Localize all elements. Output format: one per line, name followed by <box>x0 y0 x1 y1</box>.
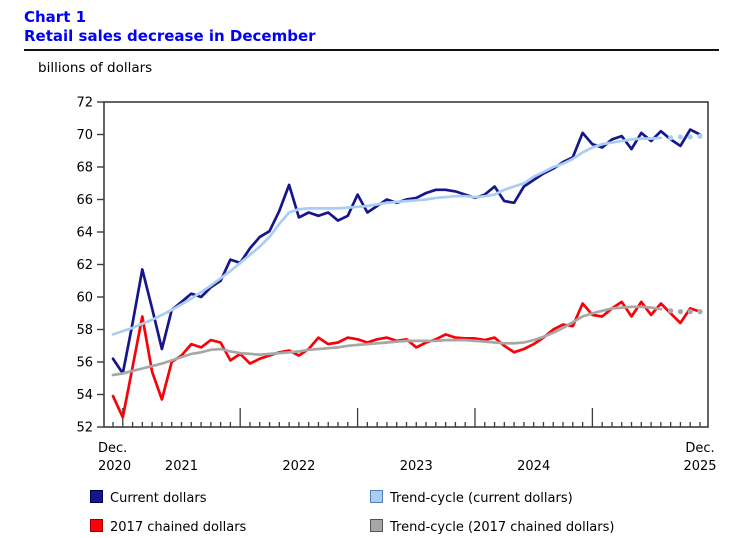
axis-tick-label: 66 <box>76 193 93 208</box>
axis-tick-label: 2024 <box>517 459 550 474</box>
plot-border <box>103 101 709 428</box>
legend-swatch-trend-chained <box>370 519 383 532</box>
axis-tick-label: Dec. <box>685 441 714 456</box>
series-trend-chained-line-dot <box>697 309 703 315</box>
series-trend-current-line-dot <box>697 133 703 139</box>
series-trend-chained-line-dot <box>687 309 693 315</box>
axis-tick-label: 56 <box>76 356 93 371</box>
series-trend-current-line <box>111 136 663 336</box>
axis-tick-label: 54 <box>76 388 93 403</box>
line-chart-plot: 52 54 56 58 60 62 64 66 68 70 72 Dec. 2020 2021 2022 20… <box>76 96 716 475</box>
axis-tick-label: 2025 <box>683 459 716 474</box>
series-trend-current-line-dot <box>677 134 684 140</box>
axis-tick-label: 52 <box>76 421 93 436</box>
title-divider <box>24 49 719 51</box>
legend-label: Trend-cycle (current dollars) <box>390 491 573 506</box>
legend-label: 2017 chained dollars <box>110 520 247 535</box>
axis-tick-label: 70 <box>76 128 93 143</box>
axis-tick-label: 58 <box>76 323 93 338</box>
legend-swatch-chained-dollars <box>90 519 103 532</box>
axis-tick-label: 68 <box>76 161 93 176</box>
legend-item-trend-current: Trend-cycle (current dollars) <box>370 490 573 506</box>
chart-number-label: Chart 1 <box>24 8 87 26</box>
axis-tick-label: Dec. <box>98 441 127 456</box>
legend-label: Current dollars <box>110 491 207 506</box>
axis-tick-label: 2022 <box>282 459 315 474</box>
series-trend-chained-line-dot <box>677 309 684 315</box>
chart-title: Retail sales decrease in December <box>24 27 316 45</box>
legend-item-current-dollars: Current dollars <box>90 490 207 506</box>
series-trend-current-line-dot <box>668 135 674 141</box>
axis-tick-label: 62 <box>76 258 93 273</box>
legend-swatch-trend-current <box>370 490 383 503</box>
axis-tick-label: 72 <box>76 96 93 111</box>
legend-item-trend-chained: Trend-cycle (2017 chained dollars) <box>370 519 615 535</box>
legend-label: Trend-cycle (2017 chained dollars) <box>390 520 615 535</box>
series-trend-chained-line <box>111 305 663 377</box>
series-current-dollars-line <box>111 128 702 375</box>
axis-tick-label: 64 <box>76 226 93 241</box>
axis-tick-label: 2020 <box>98 459 131 474</box>
axis-tick-label: 2023 <box>400 459 433 474</box>
series-chained-dollars-line <box>111 300 702 419</box>
axis-tick-label: 60 <box>76 291 93 306</box>
axis-tick-label: 2021 <box>165 459 198 474</box>
y-axis-unit-note: billions of dollars <box>38 60 153 76</box>
series-trend-current-line-dot <box>687 134 693 140</box>
series-trend-chained-line-dot <box>668 308 674 314</box>
legend-swatch-current-dollars <box>90 490 103 503</box>
legend-item-chained-dollars: 2017 chained dollars <box>90 519 247 535</box>
